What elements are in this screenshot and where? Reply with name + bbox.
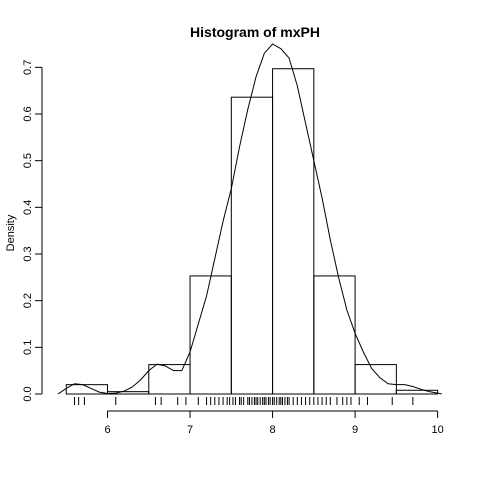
histogram-bar [354, 364, 397, 395]
x-tick-label: 10 [431, 424, 443, 436]
histogram-bar [272, 68, 315, 395]
y-tick-label: 0.1 [22, 340, 34, 355]
histogram-bar [65, 384, 109, 395]
histogram-bar [148, 364, 191, 395]
y-tick-label: 0.5 [22, 153, 34, 168]
histogram-bars [65, 68, 439, 395]
y-tick-label: 0.3 [22, 246, 34, 261]
chart-title: Histogram of mxPH [190, 24, 320, 40]
x-tick-label: 7 [187, 424, 193, 436]
y-tick-label: 0.4 [22, 200, 34, 215]
y-tick-label: 0.0 [22, 386, 34, 401]
axes: 6 7 8 9 10 0.0 0.1 0.2 0.3 0.4 0.5 0.6 0.7 [22, 60, 444, 436]
histogram-bar [189, 275, 232, 395]
y-tick-label: 0.2 [22, 293, 34, 308]
histogram-bar [313, 275, 356, 395]
density-curve [57, 43, 442, 395]
histogram-bar [230, 96, 274, 395]
y-tick-label: 0.7 [22, 60, 34, 75]
rug-marks [74, 397, 414, 405]
x-tick-label: 9 [352, 424, 358, 436]
y-axis-label: Density [5, 214, 17, 251]
x-tick-label: 6 [104, 424, 110, 436]
histogram-bar [395, 389, 439, 395]
y-tick-label: 0.6 [22, 106, 34, 121]
x-tick-label: 8 [270, 424, 276, 436]
